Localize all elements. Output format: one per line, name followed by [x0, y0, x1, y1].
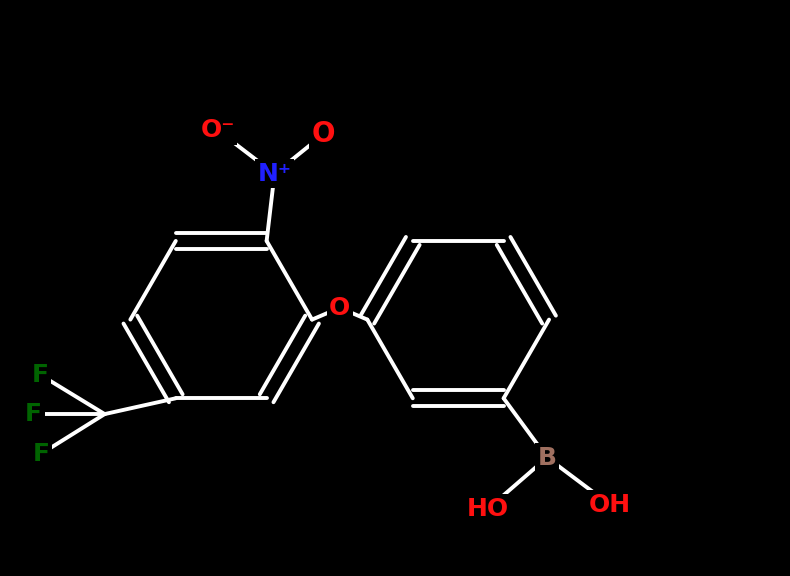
Text: O: O [312, 120, 335, 148]
Text: F: F [33, 442, 50, 465]
Text: O⁻: O⁻ [201, 118, 235, 142]
Text: O: O [329, 295, 350, 320]
Text: F: F [25, 402, 42, 426]
Text: OH: OH [589, 493, 631, 517]
Text: B: B [537, 445, 557, 469]
Text: F: F [32, 362, 48, 386]
Text: HO: HO [467, 497, 509, 521]
Text: N⁺: N⁺ [258, 162, 292, 186]
